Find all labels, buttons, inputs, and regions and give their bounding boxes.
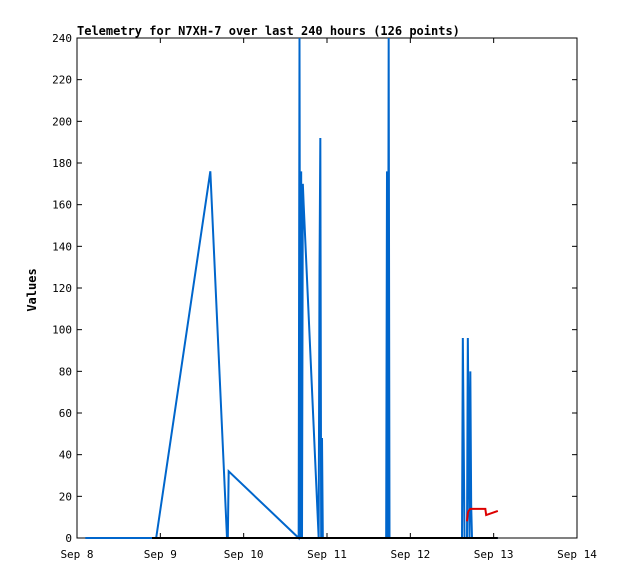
- y-tick-label: 120: [52, 282, 72, 295]
- x-tick-label: Sep 9: [144, 548, 177, 561]
- series-line-0: [85, 37, 498, 541]
- y-tick-label: 0: [65, 532, 72, 545]
- plot-frame: [76, 37, 578, 539]
- y-tick-label: 20: [59, 490, 72, 503]
- series-layer: [85, 37, 499, 541]
- y-axis-label: Values: [25, 268, 39, 311]
- y-tick-label: 80: [59, 365, 72, 378]
- x-tick-label: Sep 8: [60, 548, 93, 561]
- y-tick-label: 40: [59, 449, 72, 462]
- series-line-2: [466, 507, 499, 522]
- y-tick-label: 60: [59, 407, 72, 420]
- x-tick-label: Sep 11: [307, 548, 347, 561]
- x-tick-label: Sep 14: [557, 548, 597, 561]
- y-tick-label: 200: [52, 115, 72, 128]
- y-tick-label: 220: [52, 74, 72, 87]
- x-tick-label: Sep 10: [224, 548, 264, 561]
- y-tick-label: 100: [52, 324, 72, 337]
- chart-title: Telemetry for N7XH-7 over last 240 hours…: [77, 24, 460, 38]
- y-tick-label: 140: [52, 240, 72, 253]
- y-tick-label: 180: [52, 157, 72, 170]
- y-tick-label: 160: [52, 199, 72, 212]
- axes: 0 20 40 60 80 100 120 140 160 180 200 220 240 Sep 8 Se…: [52, 32, 597, 561]
- y-tick-label: 240: [52, 32, 72, 45]
- x-tick-label: Sep 12: [390, 548, 430, 561]
- x-tick-label: Sep 13: [474, 548, 514, 561]
